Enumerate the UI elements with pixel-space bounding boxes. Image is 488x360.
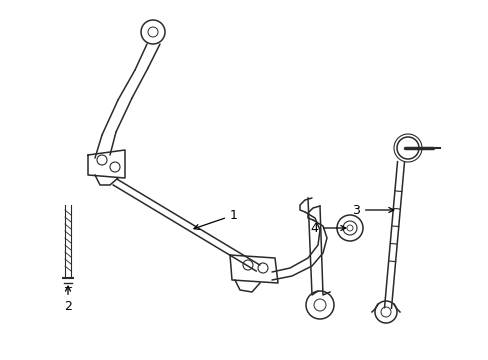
Text: 1: 1 <box>194 208 237 229</box>
Text: 2: 2 <box>64 286 72 313</box>
Text: 4: 4 <box>309 221 345 234</box>
Text: 3: 3 <box>351 203 393 216</box>
